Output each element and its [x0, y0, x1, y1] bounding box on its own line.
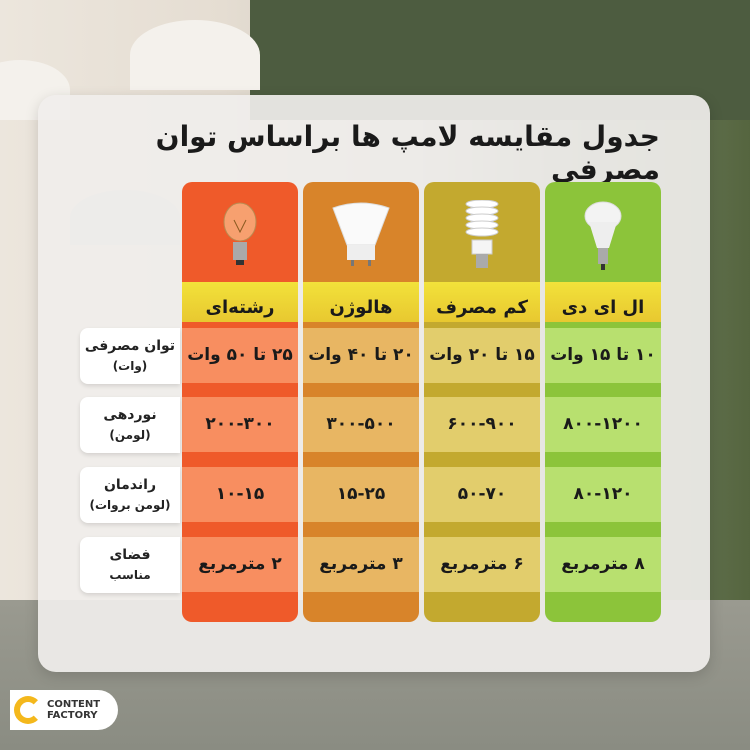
column-name: کم مصرف — [436, 297, 528, 318]
column-1: هالوژن ۲۰ تا ۴۰ وات ۳۰۰-۵۰۰ ۱۵-۲۵ ۳ مترمربع — [303, 182, 419, 622]
logo-line2: FACTORY — [47, 710, 98, 721]
halogen-bulb-icon — [331, 200, 391, 274]
column-header — [545, 182, 661, 282]
row-label-title: فضای — [109, 547, 151, 563]
logo-line1: CONTENT — [47, 699, 101, 710]
table-cell: ۵۰-۷۰ — [424, 467, 540, 522]
table-cell: ۲۵ تا ۵۰ وات — [182, 328, 298, 383]
table-cell: ۱۵-۲۵ — [303, 467, 419, 522]
logo-icon — [14, 696, 42, 724]
column-header — [303, 182, 419, 282]
row-label-sub: (لومن) — [109, 428, 151, 442]
table-cell: ۱۵ تا ۲۰ وات — [424, 328, 540, 383]
header-band — [424, 282, 540, 322]
row-label-sub: (وات) — [112, 359, 148, 373]
table-cell: ۸ مترمربع — [545, 537, 661, 592]
table-cell: ۲۰ تا ۴۰ وات — [303, 328, 419, 383]
row-label: توان مصرفی (وات) — [80, 328, 180, 384]
page-title: جدول مقایسه لامپ ها براساس توان مصرفی — [155, 120, 660, 186]
column-3: ال ای دی ۱۰ تا ۱۵ وات ۸۰۰-۱۲۰۰ ۸۰-۱۲۰ ۸ مترم… — [545, 182, 661, 622]
row-label-title: توان مصرفی — [84, 338, 176, 354]
incandescent-bulb-icon — [220, 200, 260, 274]
row-label-title: نوردهی — [103, 407, 157, 423]
pendant-lamp — [130, 20, 260, 90]
table-cell: ۶ مترمربع — [424, 537, 540, 592]
led-bulb-icon — [583, 200, 623, 278]
header-band — [303, 282, 419, 322]
column-2: کم مصرف ۱۵ تا ۲۰ وات ۶۰۰-۹۰۰ ۵۰-۷۰ ۶ مترمربع — [424, 182, 540, 622]
row-label-sub: (لومن بروات) — [89, 498, 171, 512]
cfl-bulb-icon — [462, 199, 502, 278]
column-0: رشته‌ای ۲۵ تا ۵۰ وات ۲۰۰-۳۰۰ ۱۰-۱۵ ۲ مترمربع — [182, 182, 298, 622]
table-cell: ۸۰-۱۲۰ — [545, 467, 661, 522]
table-cell: ۳ مترمربع — [303, 537, 419, 592]
table-cell: ۲ مترمربع — [182, 537, 298, 592]
table-cell: ۲۰۰-۳۰۰ — [182, 397, 298, 452]
table-cell: ۶۰۰-۹۰۰ — [424, 397, 540, 452]
row-label-sub: مناسب — [109, 568, 151, 582]
table-cell: ۳۰۰-۵۰۰ — [303, 397, 419, 452]
column-name: هالوژن — [329, 297, 393, 318]
column-header — [424, 182, 540, 282]
row-label: فضای مناسب — [80, 537, 180, 593]
header-band — [182, 282, 298, 322]
table-cell: ۸۰۰-۱۲۰۰ — [545, 397, 661, 452]
column-name: رشته‌ای — [205, 297, 275, 318]
column-name: ال ای دی — [561, 297, 645, 318]
row-label: نوردهی (لومن) — [80, 397, 180, 453]
table-cell: ۱۰-۱۵ — [182, 467, 298, 522]
table-cell: ۱۰ تا ۱۵ وات — [545, 328, 661, 383]
content-factory-logo: CONTENT FACTORY — [10, 690, 118, 730]
row-label-title: راندمان — [103, 477, 157, 493]
column-header — [182, 182, 298, 282]
header-band — [545, 282, 661, 322]
row-label: راندمان (لومن بروات) — [80, 467, 180, 523]
